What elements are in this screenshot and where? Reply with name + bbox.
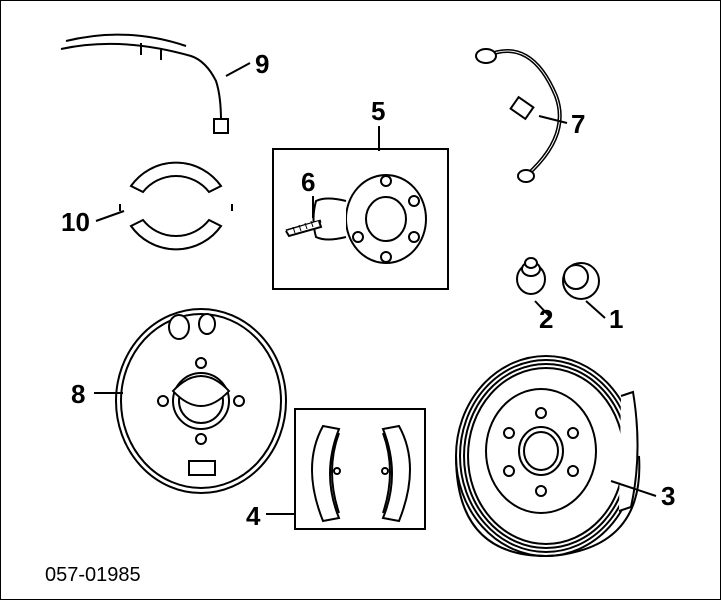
callout-7: 7 xyxy=(571,109,585,140)
part-hub xyxy=(314,175,427,263)
callout-5: 5 xyxy=(371,96,385,127)
callout-9: 9 xyxy=(255,49,269,80)
part-cap-2 xyxy=(517,258,545,294)
part-brake-line xyxy=(61,35,228,133)
diagram-svg xyxy=(1,1,721,601)
callout-4: 4 xyxy=(246,501,260,532)
part-brake-shoes xyxy=(312,426,410,521)
part-shoe-ring xyxy=(120,163,232,250)
part-backing-plate xyxy=(116,309,286,493)
part-cap-1 xyxy=(563,263,599,299)
part-brake-hose xyxy=(476,49,560,182)
callout-6: 6 xyxy=(301,167,315,198)
part-brake-drum xyxy=(456,356,639,556)
callout-2: 2 xyxy=(539,304,553,335)
callout-10: 10 xyxy=(61,207,90,238)
part-number: 057-01985 xyxy=(45,564,141,587)
callout-8: 8 xyxy=(71,379,85,410)
callout-1: 1 xyxy=(609,304,623,335)
callout-3: 3 xyxy=(661,481,675,512)
part-hub-frame xyxy=(273,149,448,289)
part-brake-shoes-frame xyxy=(295,409,425,529)
diagram-stage: 1 2 3 4 5 6 7 8 9 10 057-01985 xyxy=(0,0,721,600)
